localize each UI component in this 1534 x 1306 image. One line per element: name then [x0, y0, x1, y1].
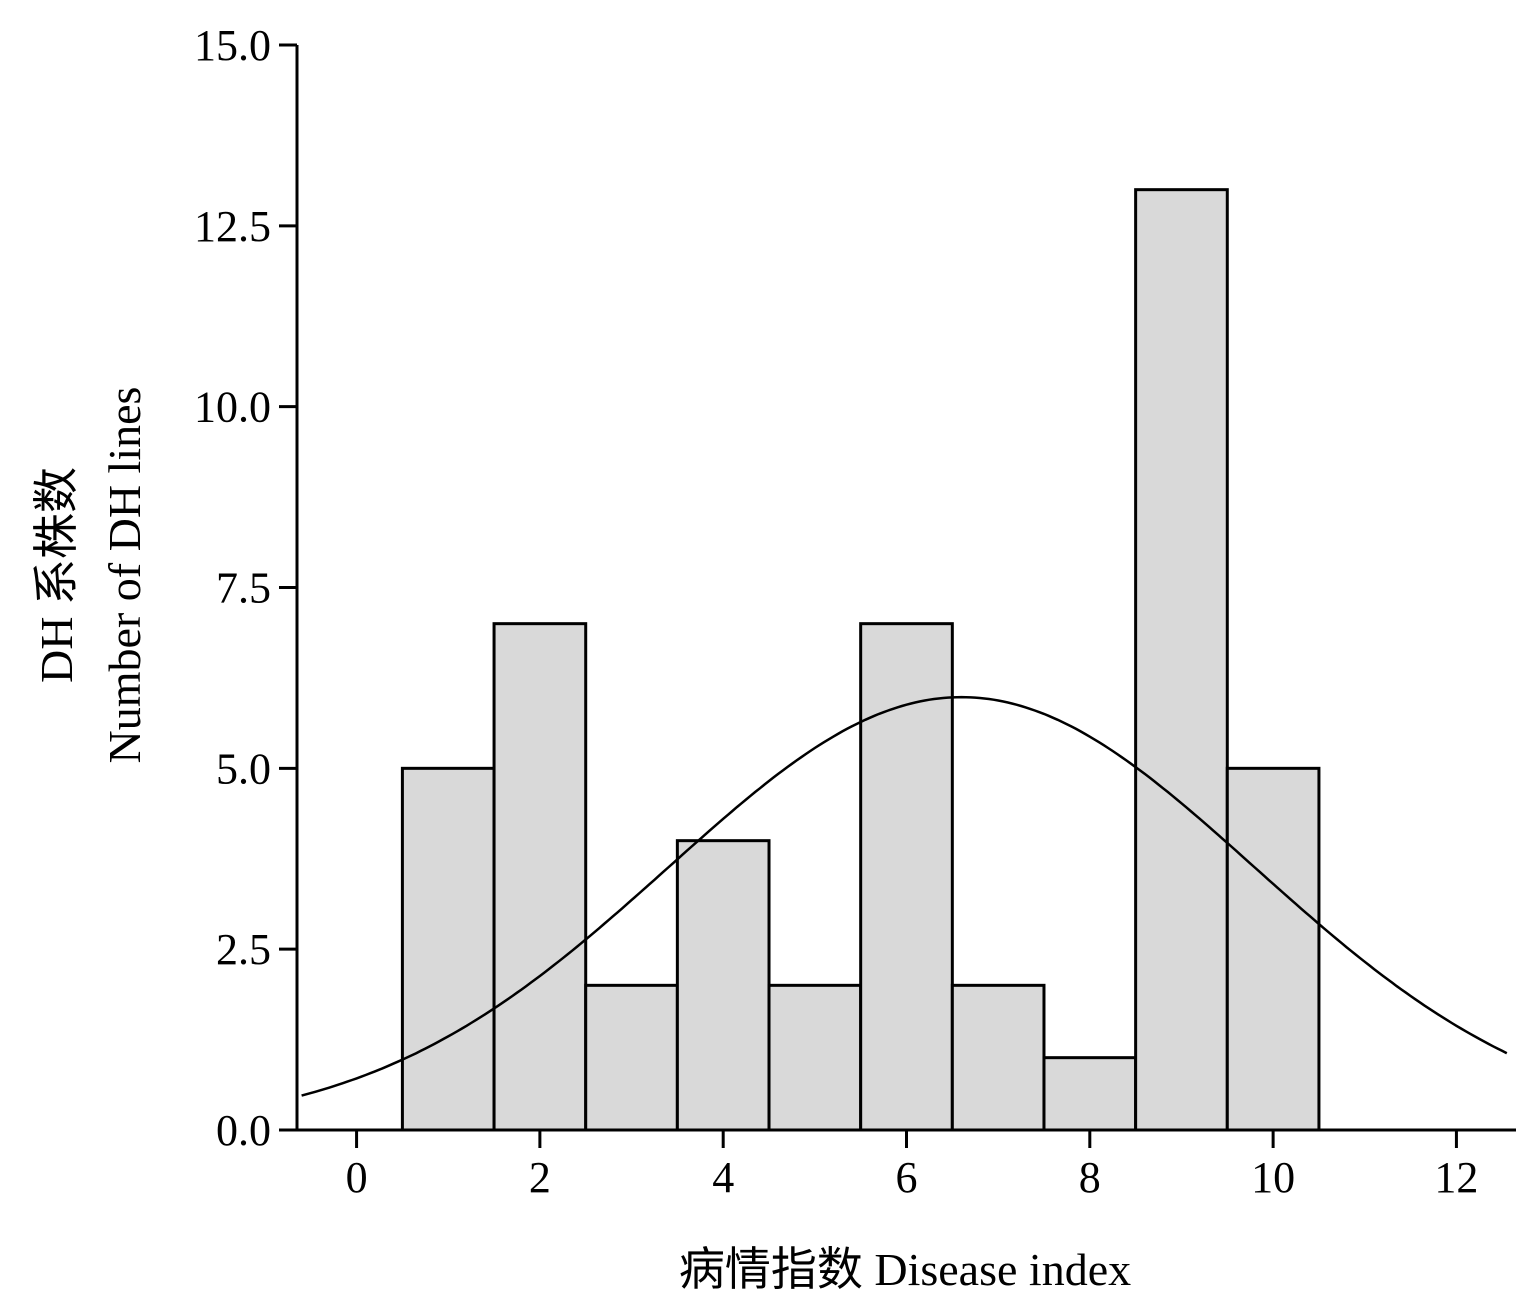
y-tick-label: 12.5 [194, 202, 271, 251]
y-tick-label: 0.0 [216, 1106, 271, 1155]
histogram-bar-9 [1134, 188, 1229, 1132]
y-tick-label: 7.5 [216, 564, 271, 613]
histogram-bar-8 [1042, 1056, 1138, 1132]
curve-group [301, 695, 1508, 1097]
histogram-bar-5 [767, 983, 863, 1132]
y-axis-title-chinese: DH 系株数 [31, 467, 82, 683]
histogram-bar-4 [675, 839, 771, 1132]
x-tick-label: 10 [1251, 1153, 1295, 1202]
y-tick-label: 15.0 [194, 21, 271, 70]
x-tick-label: 2 [529, 1153, 551, 1202]
histogram-bar-6 [859, 622, 954, 1132]
histogram-bar-3 [584, 983, 679, 1132]
axes-group: 0.0 2.5 5.0 7.5 10.0 12.5 15.0 0 2 4 6 8 10 12 [194, 21, 1516, 1202]
x-tick-label: 0 [346, 1153, 368, 1202]
y-tick-label: 2.5 [216, 925, 271, 974]
x-tick-label: 4 [712, 1153, 734, 1202]
x-tick-label: 12 [1434, 1153, 1478, 1202]
y-axis-title-english: Number of DH lines [99, 387, 150, 764]
x-tick-label: 6 [896, 1153, 918, 1202]
histogram-bar-1 [400, 766, 496, 1132]
bars-group [400, 188, 1321, 1132]
normal-distribution-curve [301, 695, 1508, 1097]
histogram-bar-7 [950, 983, 1046, 1132]
histogram-bar-10 [1225, 766, 1321, 1132]
y-tick-label: 5.0 [216, 744, 271, 793]
histogram-bar-2 [492, 622, 588, 1132]
x-tick-label: 8 [1079, 1153, 1101, 1202]
y-tick-label: 10.0 [194, 383, 271, 432]
x-axis-title: 病情指数 Disease index [679, 1244, 1131, 1295]
